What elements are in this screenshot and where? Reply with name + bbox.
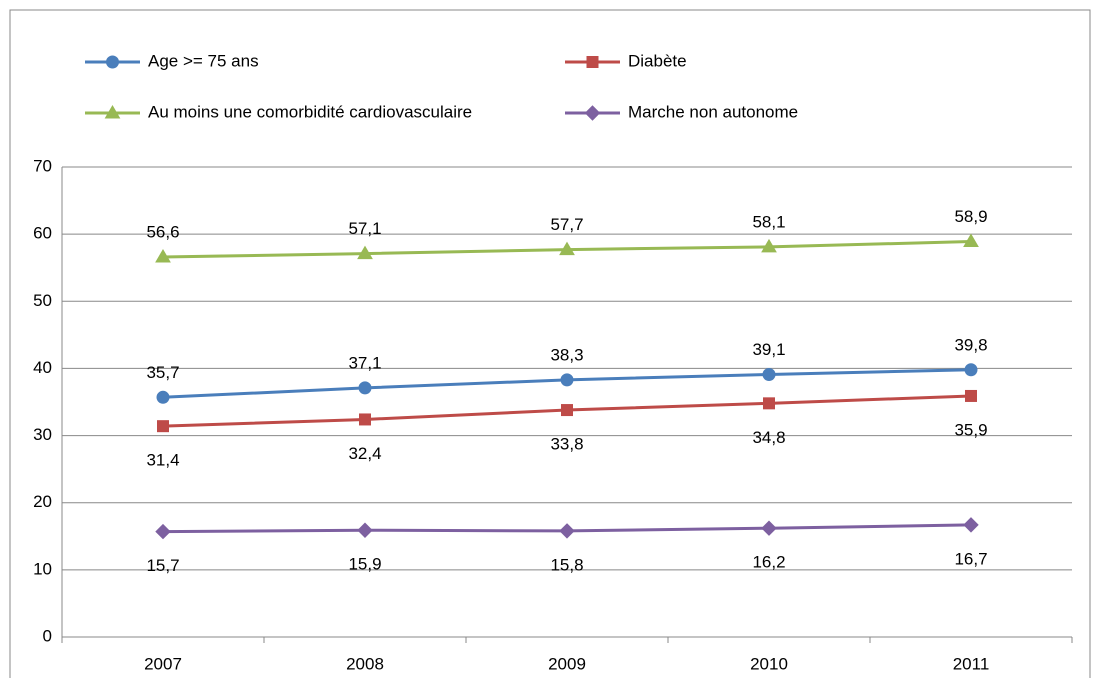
data-point (357, 522, 373, 538)
data-label: 39,8 (954, 335, 987, 354)
data-label: 58,1 (752, 212, 785, 231)
y-tick-label: 30 (33, 425, 52, 444)
x-tick-label: 2009 (548, 654, 586, 673)
data-point (963, 517, 979, 533)
data-label: 35,7 (146, 363, 179, 382)
data-point (156, 390, 170, 404)
legend-label: Marche non autonome (628, 102, 798, 121)
x-tick-label: 2007 (144, 654, 182, 673)
data-point (358, 381, 372, 395)
data-label: 58,9 (954, 207, 987, 226)
data-point (157, 420, 169, 433)
data-label: 32,4 (348, 444, 381, 463)
y-tick-label: 70 (33, 156, 52, 175)
data-label: 16,7 (954, 549, 987, 568)
y-tick-label: 20 (33, 492, 52, 511)
data-label: 34,8 (752, 428, 785, 447)
data-point (560, 373, 574, 387)
data-point (963, 233, 979, 248)
data-label: 56,6 (146, 222, 179, 241)
y-tick-label: 40 (33, 358, 52, 377)
data-label: 38,3 (550, 345, 583, 364)
data-point (964, 363, 978, 377)
data-point (761, 520, 777, 536)
y-tick-label: 50 (33, 291, 52, 310)
legend-label: Au moins une comorbidité cardiovasculair… (148, 102, 472, 121)
data-label: 33,8 (550, 435, 583, 454)
data-label: 57,7 (550, 215, 583, 234)
data-label: 31,4 (146, 451, 179, 470)
legend-label: Diabète (628, 51, 687, 70)
data-label: 39,1 (752, 340, 785, 359)
legend-marker (584, 105, 601, 121)
data-point (561, 404, 573, 417)
data-point (761, 238, 777, 253)
data-label: 16,2 (752, 553, 785, 572)
data-label: 15,8 (550, 555, 583, 574)
legend-label: Age >= 75 ans (148, 51, 259, 70)
y-tick-label: 10 (33, 559, 52, 578)
data-point (359, 413, 371, 426)
data-label: 15,9 (348, 555, 381, 574)
data-point (357, 245, 373, 260)
legend-marker (104, 105, 121, 119)
data-point (559, 241, 575, 256)
x-tick-label: 2010 (750, 654, 788, 673)
y-tick-label: 60 (33, 224, 52, 243)
x-tick-label: 2008 (346, 654, 384, 673)
data-label: 15,7 (146, 556, 179, 575)
data-point (965, 389, 977, 402)
x-tick-label: 2011 (953, 654, 990, 673)
data-label: 57,1 (348, 219, 381, 238)
data-point (155, 248, 171, 263)
data-point (559, 523, 575, 539)
data-point (155, 523, 171, 540)
legend-marker (586, 56, 599, 68)
data-point (762, 367, 776, 381)
y-tick-label: 0 (43, 626, 52, 645)
legend-marker (106, 55, 119, 69)
chart-frame (9, 9, 1091, 678)
data-label: 37,1 (348, 353, 381, 372)
data-point (763, 397, 775, 410)
data-label: 35,9 (954, 420, 987, 439)
